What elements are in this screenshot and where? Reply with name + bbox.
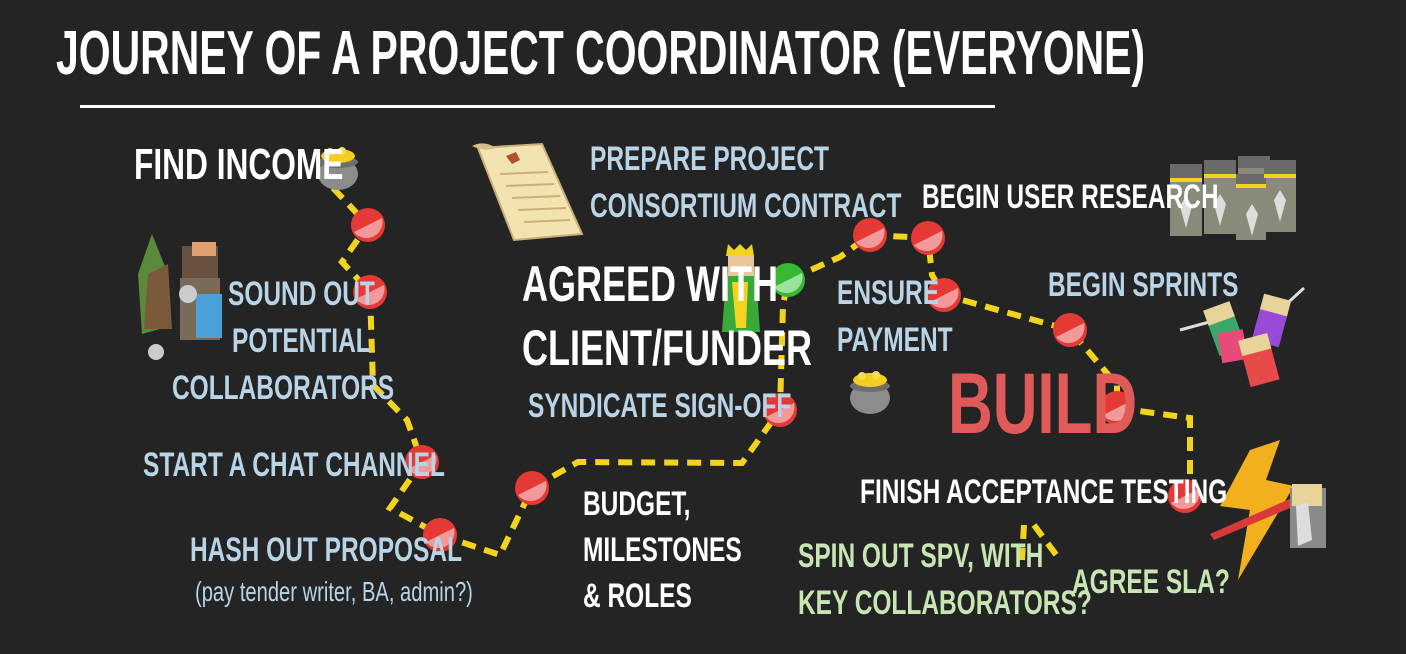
label-begin-sprints: BEGIN SPRINTS — [1048, 266, 1239, 304]
milestone-marker — [853, 218, 887, 252]
label-sound-out-line2: POTENTIAL — [232, 322, 371, 360]
label-prepare-line2: CONSORTIUM CONTRACT — [590, 187, 902, 225]
label-spin-out-spv-line1: SPIN OUT SPV, WITH — [798, 537, 1044, 575]
milestone-markers — [351, 208, 1202, 552]
label-agreed-line1: AGREED WITH — [522, 256, 778, 312]
label-find-income: FIND INCOME — [134, 140, 344, 189]
milestone-marker — [405, 445, 439, 479]
journey-path-main — [330, 185, 1193, 559]
milestone-marker-complete — [771, 263, 805, 297]
journey-path-spv — [1019, 524, 1027, 561]
label-start-chat-channel: START A CHAT CHANNEL — [143, 446, 445, 484]
gold-pot-icon — [318, 147, 358, 190]
label-prepare-line1: PREPARE PROJECT — [590, 140, 829, 178]
title-underline — [80, 105, 995, 108]
label-finish-acceptance-testing: FINISH ACCEPTANCE TESTING — [860, 473, 1228, 511]
label-sound-out-line3: COLLABORATORS — [172, 369, 395, 407]
milestone-marker — [1053, 313, 1087, 347]
scroll-icon — [472, 142, 584, 242]
milestone-marker — [763, 393, 797, 427]
label-agree-sla: AGREE SLA? — [1072, 563, 1230, 601]
milestone-marker — [515, 471, 549, 505]
milestone-marker — [1168, 479, 1202, 513]
label-budget-line3: & ROLES — [583, 577, 692, 615]
label-budget-line1: BUDGET, — [583, 485, 691, 523]
milestone-marker — [353, 275, 387, 309]
label-hash-out-proposal: HASH OUT PROPOSAL — [190, 531, 463, 569]
client-icon — [722, 244, 760, 332]
milestone-marker — [1100, 391, 1134, 425]
testing-icon — [1210, 440, 1326, 580]
collaborators-icon — [138, 234, 222, 360]
label-build: BUILD — [948, 356, 1138, 452]
label-sound-out-line1: SOUND OUT — [228, 275, 375, 313]
sprint-team-icon — [1179, 286, 1306, 388]
label-hash-out-note: (pay tender writer, BA, admin?) — [195, 576, 473, 607]
milestone-marker — [423, 518, 457, 552]
journey-path-sla — [1031, 523, 1063, 562]
label-ensure-line2: PAYMENT — [837, 321, 953, 359]
milestone-marker — [927, 278, 961, 312]
label-ensure-line1: ENSURE — [837, 274, 940, 312]
milestone-marker — [351, 208, 385, 242]
label-syndicate-sign-off: SYNDICATE SIGN-OFF — [528, 387, 792, 425]
label-agreed-line2: CLIENT/FUNDER — [522, 320, 812, 376]
gold-pot-icon — [850, 371, 890, 414]
page-title: JOURNEY OF A PROJECT COORDINATOR (EVERYO… — [56, 19, 1146, 88]
label-budget-line2: MILESTONES — [583, 531, 742, 569]
label-begin-user-research: BEGIN USER RESEARCH — [922, 178, 1219, 216]
user-research-icon — [1170, 156, 1296, 240]
label-spin-out-spv-line2: KEY COLLABORATORS? — [798, 584, 1092, 622]
milestone-marker — [911, 221, 945, 255]
